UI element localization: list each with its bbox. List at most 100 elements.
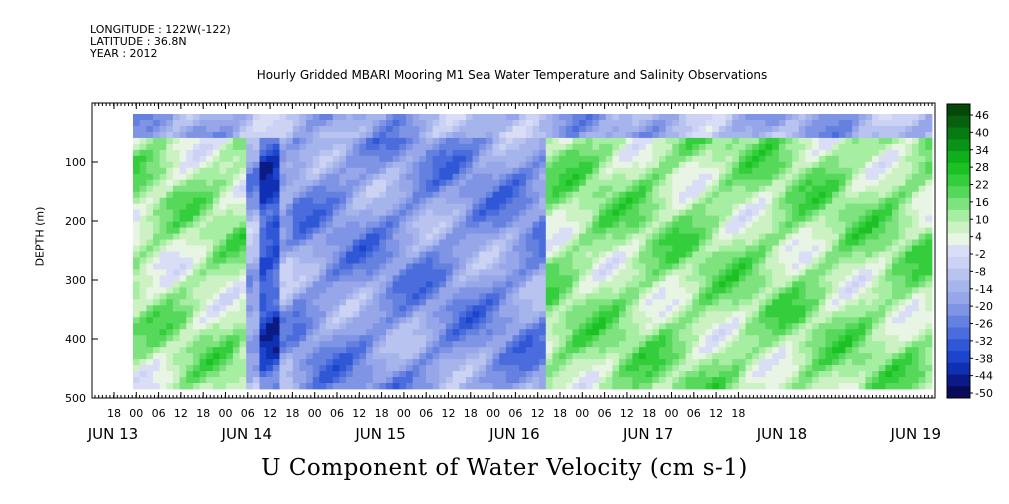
heatmap-cell: [652, 191, 660, 199]
heatmap-cell: [725, 335, 733, 342]
heatmap-cell: [292, 275, 300, 282]
heatmap-cell: [179, 305, 187, 312]
heatmap-cell: [772, 377, 780, 384]
heatmap-cell: [332, 221, 340, 228]
heatmap-cell: [239, 125, 247, 133]
heatmap-cell: [659, 233, 667, 240]
heatmap-cell: [758, 305, 766, 312]
heatmap-cell: [592, 371, 600, 378]
heatmap-cell: [465, 371, 473, 378]
heatmap-cell: [825, 299, 833, 306]
heatmap-cell: [306, 179, 314, 187]
heatmap-cell: [519, 299, 527, 306]
heatmap-cell: [346, 173, 354, 181]
heatmap-cell: [419, 299, 427, 306]
heatmap-cell: [425, 239, 434, 246]
heatmap-cell: [532, 221, 540, 228]
heatmap-cell: [366, 371, 374, 378]
heatmap-cell: [492, 299, 500, 306]
heatmap-cell: [632, 215, 640, 223]
heatmap-cell: [386, 203, 394, 211]
heatmap-cell: [419, 353, 427, 360]
heatmap-cell: [379, 281, 387, 288]
heatmap-cell: [725, 353, 733, 360]
heatmap-cell: [678, 383, 687, 390]
heatmap-cell: [425, 263, 434, 270]
heatmap-cell: [539, 335, 547, 342]
heatmap-cell: [312, 197, 320, 205]
heatmap-cell: [252, 371, 260, 378]
heatmap-cell: [745, 317, 753, 324]
heatmap-cell: [812, 269, 820, 276]
heatmap-cell: [312, 221, 320, 228]
heatmap-cell: [266, 377, 274, 384]
heatmap-cell: [712, 263, 720, 270]
heatmap-cell: [326, 227, 334, 234]
heatmap-cell: [399, 173, 407, 181]
heatmap-cell: [192, 119, 200, 127]
heatmap-cell: [532, 353, 540, 360]
heatmap-cell: [599, 281, 607, 288]
heatmap-cell: [366, 329, 374, 336]
heatmap-cell: [758, 191, 766, 199]
heatmap-cell: [312, 329, 320, 336]
heatmap-cell: [166, 227, 174, 234]
heatmap-cell: [332, 335, 340, 342]
heatmap-cell: [778, 173, 786, 181]
heatmap-cell: [692, 287, 700, 294]
heatmap-cell: [479, 221, 487, 228]
heatmap-cell: [252, 317, 260, 324]
heatmap-cell: [579, 203, 587, 211]
heatmap-cell: [652, 185, 660, 193]
heatmap-cell: [179, 221, 187, 228]
heatmap-cell: [359, 203, 367, 211]
heatmap-cell: [585, 311, 593, 318]
heatmap-cell: [519, 281, 527, 288]
heatmap-cell: [226, 191, 234, 199]
heatmap-cell: [232, 215, 240, 223]
heatmap-cell: [659, 119, 667, 127]
heatmap-cell: [266, 221, 274, 228]
heatmap-cell: [519, 305, 527, 312]
heatmap-cell: [519, 143, 527, 151]
heatmap-cell: [239, 275, 247, 282]
heatmap-cell: [818, 125, 826, 133]
heatmap-cell: [212, 137, 220, 145]
heatmap-cell: [306, 161, 314, 169]
heatmap-cell: [139, 359, 147, 366]
heatmap-cell: [339, 167, 347, 175]
heatmap-cell: [459, 335, 467, 342]
heatmap-cell: [326, 203, 334, 211]
heatmap-cell: [639, 305, 647, 312]
heatmap-cell: [812, 209, 820, 217]
heatmap-cell: [146, 275, 154, 282]
heatmap-cell: [339, 197, 347, 205]
heatmap-cell: [792, 119, 800, 127]
heatmap-cell: [745, 233, 753, 240]
heatmap-cell: [319, 269, 327, 276]
heatmap-cell: [266, 371, 274, 378]
heatmap-cell: [479, 353, 487, 360]
heatmap-cell: [352, 359, 360, 366]
heatmap-cell: [612, 233, 620, 240]
heatmap-cell: [159, 257, 167, 264]
heatmap-cell: [286, 329, 294, 336]
heatmap-cell: [199, 275, 207, 282]
heatmap-cell: [525, 305, 533, 312]
heatmap-cell: [758, 161, 766, 169]
heatmap-cell: [266, 317, 274, 324]
heatmap-cell: [752, 365, 760, 372]
heatmap-cell: [752, 287, 760, 294]
heatmap-cell: [532, 311, 540, 318]
heatmap-cell: [492, 155, 500, 163]
heatmap-cell: [386, 311, 394, 318]
heatmap-cell: [479, 299, 487, 306]
heatmap-cell: [685, 377, 693, 384]
heatmap-cell: [758, 167, 766, 175]
heatmap-cell: [519, 323, 527, 330]
heatmap-cell: [432, 197, 440, 205]
heatmap-cell: [485, 173, 493, 181]
heatmap-cell: [499, 323, 507, 330]
heatmap-cell: [445, 221, 453, 228]
heatmap-cell: [785, 377, 793, 384]
